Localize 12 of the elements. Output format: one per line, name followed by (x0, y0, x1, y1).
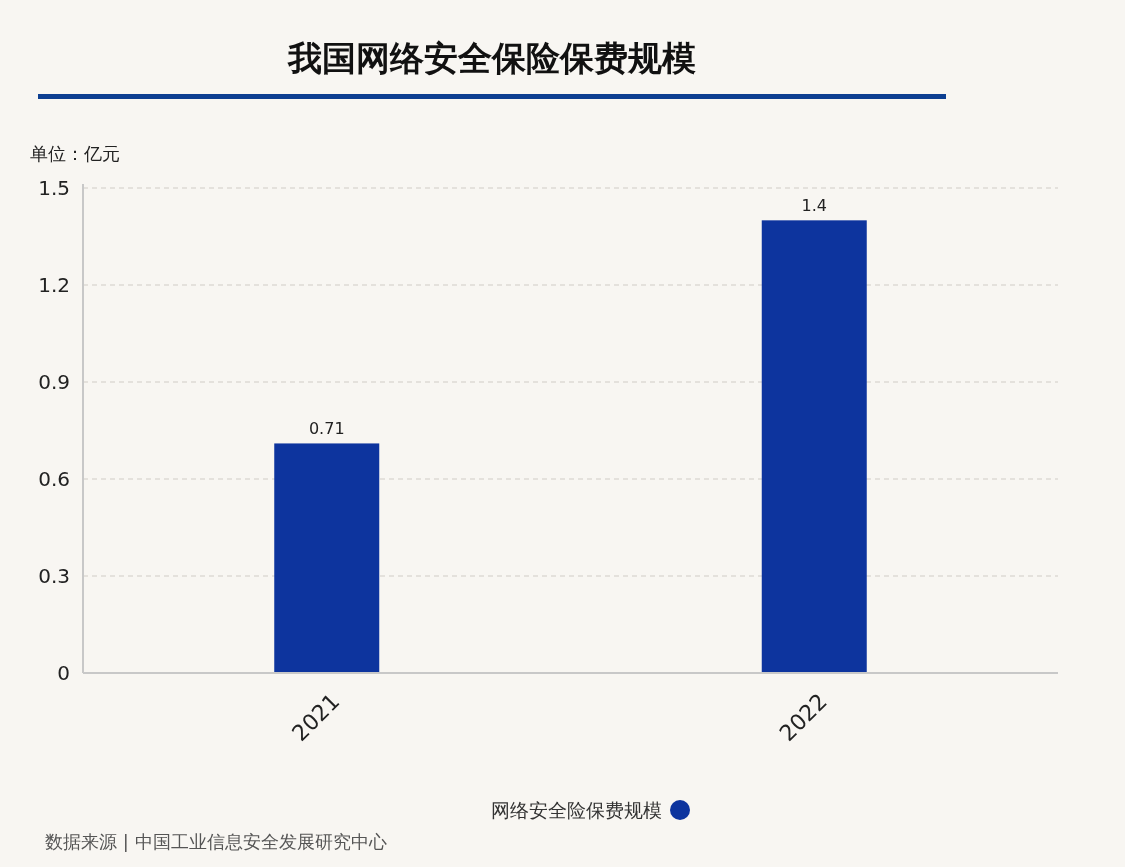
y-tick-label: 0.3 (38, 564, 70, 588)
source-note: 数据来源 | 中国工业信息安全发展研究中心 (45, 831, 387, 852)
data-label: 1.4 (801, 196, 827, 216)
chart-title: 我国网络安全保险保费规模 (287, 38, 696, 78)
y-tick-label: 0.9 (38, 370, 70, 394)
y-axis-title: 单位：亿元 (30, 143, 120, 164)
data-label: 0.71 (308, 419, 345, 439)
y-tick-label: 0 (57, 661, 70, 685)
y-tick-label: 1.5 (38, 176, 70, 200)
y-tick-label: 1.2 (38, 273, 70, 297)
y-tick-label: 0.6 (38, 467, 70, 491)
legend-label: 网络安全险保费规模 (491, 799, 662, 821)
